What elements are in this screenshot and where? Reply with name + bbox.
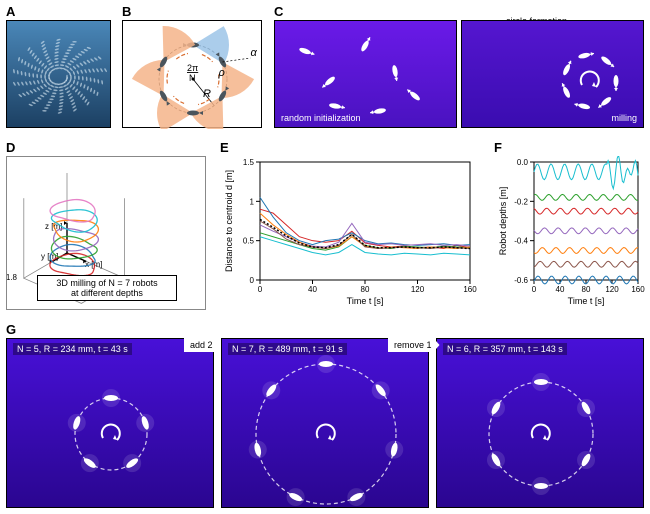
panel-b: R 2πNα ρ [122,20,262,128]
robots-circle-7-icon [222,339,429,508]
tab-add2: add 2 [184,338,221,352]
panel-g3: N = 6, R = 357 mm, t = 143 s [436,338,644,508]
caption-g2: N = 7, R = 489 mm, t = 91 s [228,343,347,355]
caption-3d-line2: at different depths [71,288,143,298]
caption-milling: milling [611,113,637,123]
panel-g1: N = 5, R = 234 mm, t = 43 s [6,338,214,508]
svg-text:ρ: ρ [217,67,224,79]
svg-text:80: 80 [361,285,370,294]
panel-label-e: E [220,140,229,155]
robots-milling-icon [462,21,644,128]
panel-label-f: F [494,140,502,155]
panel-g: N = 5, R = 234 mm, t = 43 s add 2 N = 7,… [6,338,644,508]
svg-text:120: 120 [411,285,425,294]
panel-label-b: B [122,4,131,19]
svg-text:1: 1 [250,197,255,206]
svg-text:-0.6: -0.6 [514,276,528,285]
caption-g1: N = 5, R = 234 mm, t = 43 s [13,343,132,355]
panel-label-g: G [6,322,16,337]
svg-text:0.0: 0.0 [517,158,529,167]
caption-g3: N = 6, R = 357 mm, t = 143 s [443,343,567,355]
svg-text:N: N [189,73,196,83]
caption-3d: 3D milling of N = 7 robots at different … [37,275,177,301]
panel-a [6,20,111,128]
svg-text:Time t [s]: Time t [s] [347,296,384,306]
tab-remove1: remove 1 [388,338,440,352]
robots-circle-6-icon [437,339,644,508]
panel-c-right: milling [461,20,644,128]
plot-distance: 0 40 80 120 160 0 0.5 1 1.5 Time t [s] Distance to… [220,156,480,310]
svg-text:0: 0 [532,285,537,294]
svg-text:1.5: 1.5 [243,158,255,167]
svg-text:-0.4: -0.4 [514,237,528,246]
panel-d: x [m]y [m]z [m]1.81.8-0.9 3D milling of … [6,156,206,310]
svg-text:120: 120 [605,285,619,294]
svg-text:0: 0 [258,285,263,294]
svg-text:160: 160 [631,285,645,294]
svg-text:Robot depths [m]: Robot depths [m] [498,187,508,256]
svg-text:40: 40 [308,285,317,294]
svg-text:R: R [203,88,211,100]
svg-text:0.5: 0.5 [243,237,255,246]
panel-label-c: C [274,4,283,19]
diagram-b: R 2πNα ρ [123,21,263,129]
svg-text:Distance to centroid d [m]: Distance to centroid d [m] [224,170,234,272]
svg-text:160: 160 [463,285,477,294]
panel-c: random initialization milling [274,20,644,128]
svg-text:0: 0 [250,276,255,285]
svg-text:80: 80 [582,285,591,294]
panel-label-d: D [6,140,15,155]
robots-circle-5-icon [7,339,214,508]
panel-e: 0 40 80 120 160 0 0.5 1 1.5 Time t [s] Distance to… [220,156,480,310]
caption-3d-line1: 3D milling of N = 7 robots [56,278,157,288]
svg-text:-0.2: -0.2 [514,197,528,206]
panel-g2: N = 7, R = 489 mm, t = 91 s [221,338,429,508]
svg-text:2π: 2π [187,63,198,73]
plot-depths: 0 40 80 120 160 0.0 -0.2 -0.4 -0.6 Time t [s] Robo… [494,156,646,310]
svg-text:1.8: 1.8 [7,273,17,282]
svg-text:α: α [250,47,257,59]
robots-random-icon [275,21,457,128]
panel-label-a: A [6,4,15,19]
caption-random: random initialization [281,113,361,123]
svg-text:Time t [s]: Time t [s] [568,296,605,306]
panel-c-left: random initialization [274,20,457,128]
fish-school-icon [7,21,111,128]
panel-f: 0 40 80 120 160 0.0 -0.2 -0.4 -0.6 Time t [s] Robo… [494,156,646,310]
svg-text:40: 40 [556,285,565,294]
